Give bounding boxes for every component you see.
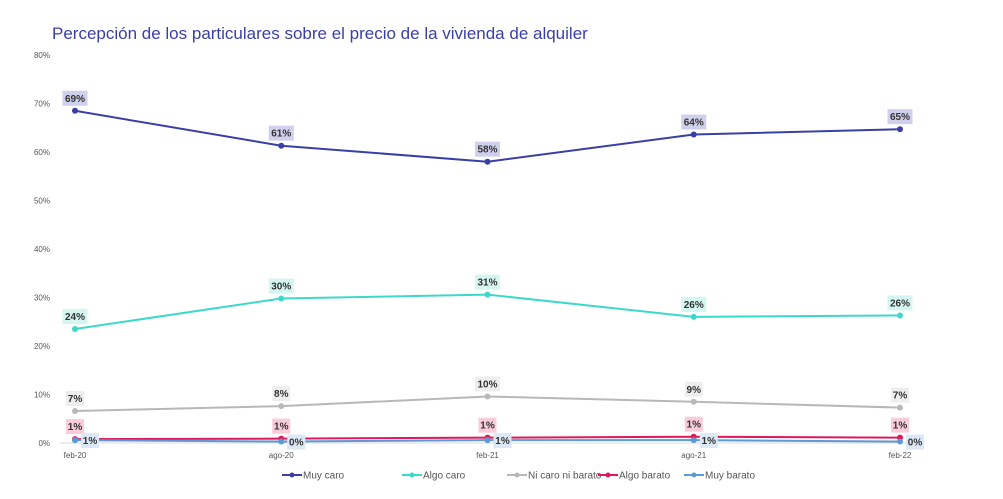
x-tick-label: ago-20 — [269, 451, 294, 460]
data-label: 31% — [477, 278, 497, 289]
data-point — [690, 437, 697, 444]
data-label: 1% — [274, 422, 289, 433]
data-point — [72, 107, 78, 114]
legend-marker — [691, 472, 697, 478]
y-tick-label: 20% — [34, 342, 50, 351]
data-label-bg — [681, 114, 707, 130]
data-label-bg — [684, 416, 703, 432]
data-label: 7% — [893, 391, 908, 402]
data-point — [690, 313, 697, 320]
data-label-bg — [684, 381, 703, 397]
data-label-bg — [66, 419, 84, 435]
data-label: 0% — [289, 438, 304, 449]
data-label-bg — [62, 90, 88, 106]
data-label-bg — [493, 433, 512, 449]
data-label-bg — [268, 125, 294, 141]
data-label-bg — [475, 376, 500, 392]
data-label-bg — [268, 278, 294, 294]
data-point — [278, 403, 285, 410]
legend-label: Algo barato — [619, 471, 671, 482]
data-label-bg — [891, 387, 909, 403]
data-point — [690, 131, 697, 138]
data-label: 69% — [65, 94, 85, 105]
x-tick-label: ago-21 — [681, 451, 706, 460]
data-label: 1% — [68, 422, 83, 433]
data-label: 24% — [65, 312, 85, 323]
legend-label: Muy caro — [303, 471, 345, 482]
data-label-bg — [81, 433, 99, 449]
data-point — [72, 326, 78, 333]
y-tick-label: 80% — [34, 51, 50, 60]
data-label: 10% — [477, 379, 497, 390]
data-label: 1% — [687, 420, 702, 431]
data-label: 9% — [687, 385, 702, 396]
legend-marker — [514, 472, 520, 478]
data-point — [278, 142, 285, 149]
legend-marker — [605, 472, 611, 478]
data-label: 58% — [477, 145, 497, 156]
data-label-bg — [287, 434, 306, 450]
data-point — [897, 438, 903, 445]
data-label: 1% — [702, 436, 717, 447]
y-tick-label: 0% — [38, 439, 50, 448]
data-label: 1% — [495, 436, 510, 447]
data-label-bg — [699, 433, 718, 449]
legend-marker — [289, 472, 295, 478]
data-label: 61% — [271, 129, 291, 140]
data-label: 7% — [68, 394, 83, 405]
data-label-bg — [272, 418, 291, 434]
legend-label: Algo caro — [423, 471, 466, 482]
x-tick-label: feb-22 — [889, 451, 912, 460]
data-label: 30% — [271, 281, 291, 292]
data-point — [897, 126, 903, 133]
x-tick-label: feb-20 — [64, 451, 87, 460]
data-point — [278, 295, 285, 302]
data-point — [484, 291, 491, 298]
data-label-bg — [906, 434, 924, 450]
data-point — [484, 437, 491, 444]
legend-label: Muy barato — [705, 471, 755, 482]
data-label-bg — [272, 386, 291, 402]
data-label: 65% — [890, 112, 910, 123]
data-point — [897, 312, 903, 319]
data-label-bg — [62, 309, 88, 325]
data-label: 26% — [890, 298, 910, 309]
data-label-bg — [887, 109, 913, 125]
data-label-bg — [478, 417, 497, 433]
y-tick-label: 50% — [34, 197, 50, 206]
data-label: 8% — [274, 389, 289, 400]
data-point — [484, 393, 491, 400]
x-tick-label: feb-21 — [476, 451, 499, 460]
data-label-bg — [681, 296, 707, 312]
data-point — [690, 398, 697, 405]
data-label: 1% — [83, 436, 98, 447]
data-point — [278, 438, 285, 445]
series-line-1 — [74, 293, 901, 331]
data-label: 1% — [480, 421, 495, 432]
data-point — [72, 407, 78, 414]
y-tick-label: 30% — [34, 294, 50, 303]
data-label-bg — [475, 274, 500, 290]
y-tick-label: 10% — [34, 391, 50, 400]
data-label: 1% — [893, 421, 908, 432]
data-label-bg — [66, 390, 84, 406]
chart-title: Percepción de los particulares sobre el … — [52, 24, 588, 43]
y-tick-label: 70% — [34, 100, 50, 109]
data-point — [72, 437, 78, 444]
data-label-bg — [887, 295, 913, 311]
data-label-bg — [891, 417, 909, 433]
y-tick-label: 60% — [34, 148, 50, 157]
legend-label: Ni caro ni barato — [528, 471, 602, 482]
legend-marker — [409, 472, 415, 478]
data-label-bg — [475, 141, 500, 157]
y-tick-label: 40% — [34, 245, 50, 254]
data-point — [484, 158, 491, 165]
data-label: 26% — [684, 300, 704, 311]
data-label: 64% — [684, 118, 704, 129]
data-point — [897, 404, 903, 411]
data-label: 0% — [908, 438, 923, 449]
